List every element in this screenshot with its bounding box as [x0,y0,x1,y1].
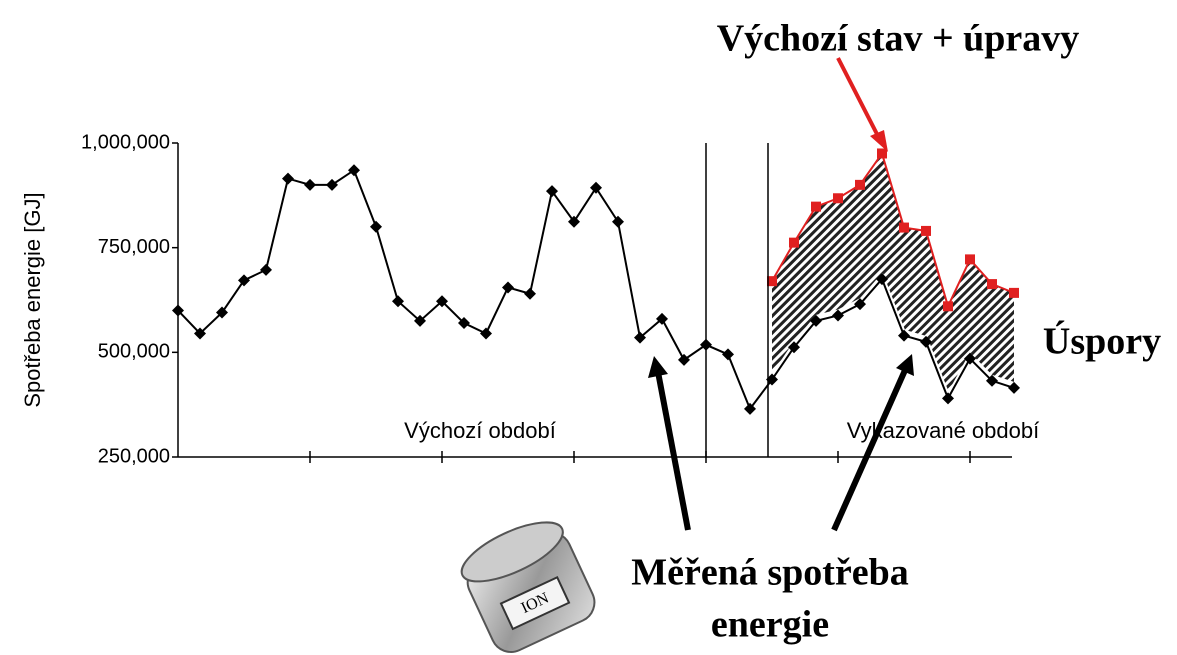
plot-area [172,148,1020,415]
marker [304,178,316,191]
marker [260,263,272,276]
marker [722,348,734,361]
marker [524,287,536,300]
marker [789,237,799,248]
marker [921,225,931,236]
marker [965,254,975,265]
annotation: energie [711,604,829,646]
marker [634,331,646,344]
marker [942,392,954,405]
marker [811,201,821,212]
marker [392,295,404,308]
marker [766,373,778,386]
marker [855,179,865,190]
y-tick-label: 500,000 [98,341,170,363]
marker [744,402,756,415]
marker [876,273,888,286]
marker [502,281,514,294]
marker [612,215,624,228]
annotation: Měřená spotřeba [631,552,909,594]
marker [458,317,470,330]
marker [546,185,558,198]
y-tick-label: 250,000 [98,445,170,467]
arrows [648,57,914,532]
marker [568,215,580,228]
marker [920,335,932,348]
meter-icon: ION [460,521,596,653]
marker [767,276,777,287]
marker [899,222,909,233]
annotation: Výchozí stav + úpravy [717,18,1080,60]
marker [1008,381,1020,394]
marker [436,295,448,308]
marker [194,327,206,340]
marker [656,312,668,325]
marker [238,274,250,287]
marker [1009,287,1019,298]
marker [370,220,382,233]
marker [986,374,998,387]
y-tick-label: 1,000,000 [81,131,170,153]
marker [480,327,492,340]
marker [216,306,228,319]
marker [964,352,976,365]
y-axis-label: Spotřeba energie [GJ] [20,192,45,407]
marker [943,301,953,312]
marker [854,298,866,311]
marker [898,329,910,342]
marker [833,193,843,204]
period-label: Výchozí období [404,418,556,443]
marker [414,314,426,327]
marker [877,148,887,159]
y-tick-label: 750,000 [98,236,170,258]
savings-area [772,153,1014,393]
marker [832,309,844,322]
marker [788,341,800,354]
marker [987,279,997,290]
marker [348,164,360,177]
annotation: Úspory [1043,321,1161,363]
marker [590,181,602,194]
marker [282,172,294,185]
marker [678,353,690,366]
marker [810,314,822,327]
marker [326,178,338,191]
